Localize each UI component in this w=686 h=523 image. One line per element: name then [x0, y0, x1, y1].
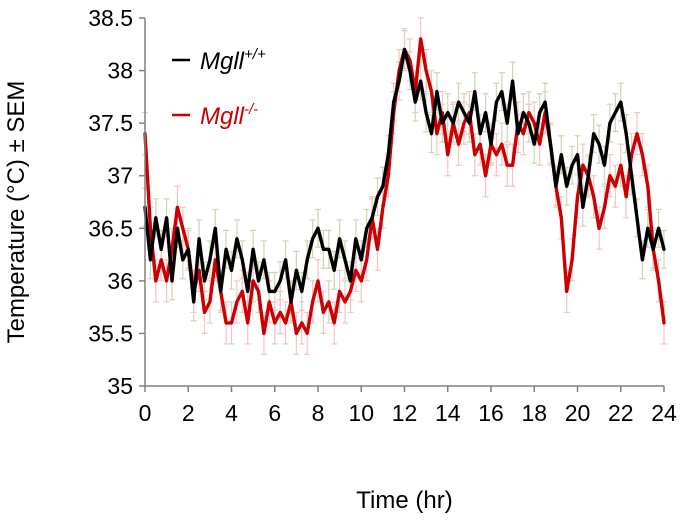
x-tick-label: 14	[435, 400, 461, 426]
legend-label-wildtype-sup: +/+	[244, 46, 266, 63]
x-tick-label: 18	[521, 400, 547, 426]
legend-label-knockout: Mgll-/-	[200, 101, 258, 130]
y-tick-label: 36.5	[88, 215, 133, 241]
x-tick-label: 0	[139, 400, 152, 426]
y-axis-title: Temperature (°C) ± SEM	[3, 81, 30, 344]
legend-item-wildtype: Mgll+/+	[172, 46, 266, 75]
x-tick-label: 16	[478, 400, 504, 426]
x-tick-label: 24	[651, 400, 677, 426]
series-layer	[143, 37, 666, 336]
x-axis-title: Time (hr)	[356, 487, 452, 514]
y-tick-label: 36	[107, 268, 133, 294]
y-tick-label: 37.5	[88, 110, 133, 136]
legend: Mgll+/+ Mgll-/-	[172, 46, 266, 130]
legend-label-wildtype: Mgll+/+	[200, 46, 266, 75]
x-tick-label: 4	[225, 400, 238, 426]
series-line-wildtype	[143, 47, 666, 304]
x-tick-label: 2	[182, 400, 195, 426]
y-tick-label: 35.5	[88, 320, 133, 346]
legend-label-knockout-base: Mgll	[200, 103, 245, 130]
x-tick-label: 8	[312, 400, 325, 426]
legend-label-wildtype-base: Mgll	[200, 48, 245, 75]
y-tick-label: 37	[107, 163, 133, 189]
y-tick-label: 35	[107, 373, 133, 399]
x-tick-label: 6	[268, 400, 281, 426]
legend-label-knockout-sup: -/-	[244, 101, 258, 118]
legend-item-knockout: Mgll-/-	[172, 101, 258, 130]
x-tick-label: 12	[392, 400, 418, 426]
x-tick-label: 10	[348, 400, 374, 426]
x-tick-label: 22	[608, 400, 634, 426]
axes-layer	[139, 17, 665, 392]
x-tick-label: 20	[565, 400, 591, 426]
y-tick-label: 38	[107, 58, 133, 84]
y-tick-label: 38.5	[88, 5, 133, 31]
